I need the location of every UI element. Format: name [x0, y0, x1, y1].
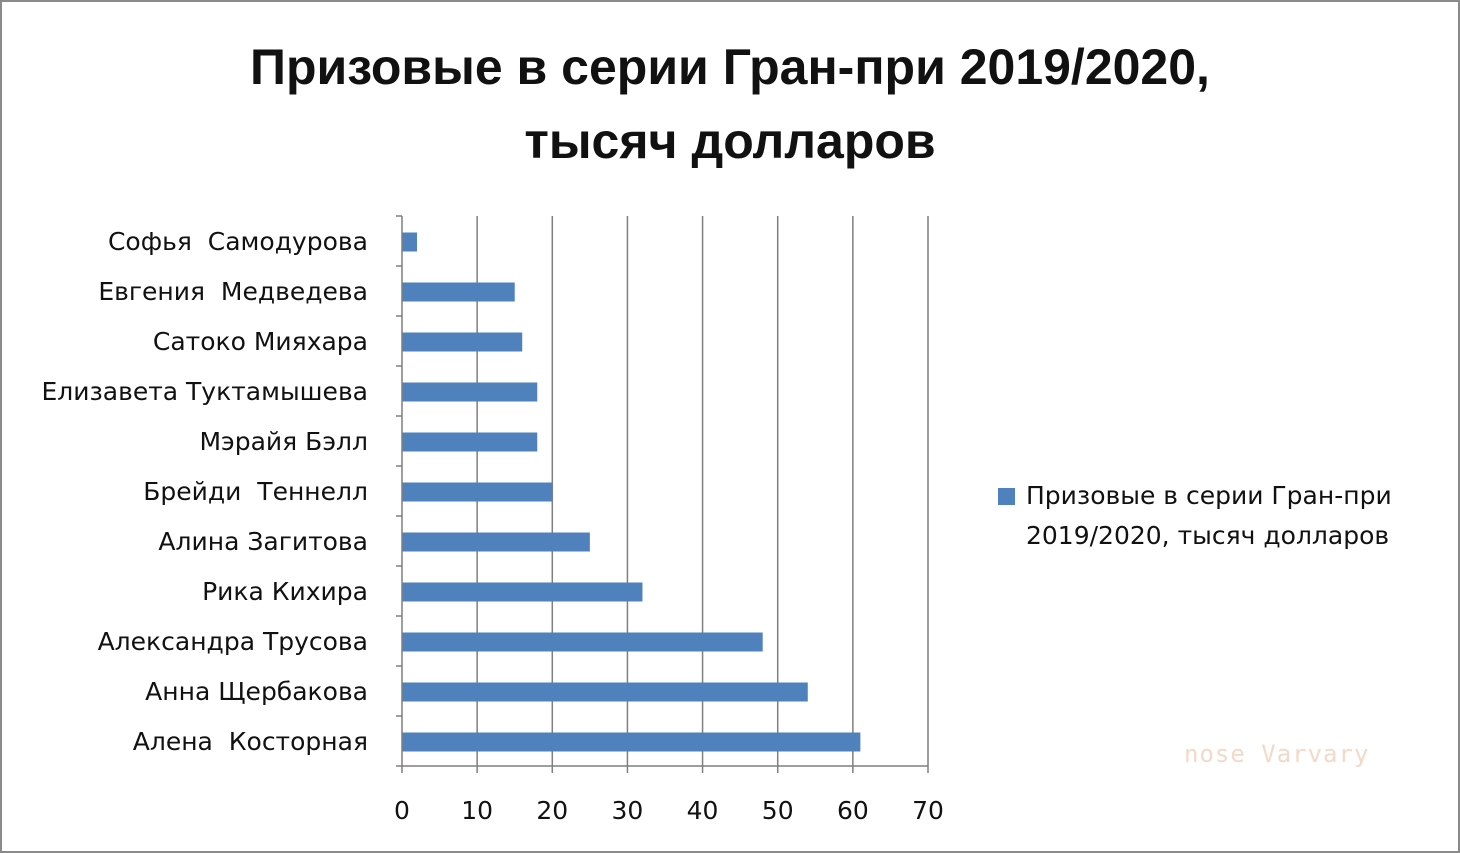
category-label-8: Александра Трусова — [98, 627, 368, 656]
chart-title-line1: Призовые в серии Гран-при 2019/2020, — [250, 39, 1210, 95]
legend-swatch — [998, 488, 1015, 505]
x-tick-label-10: 10 — [461, 796, 493, 825]
category-label-5: Брейди Теннелл — [143, 477, 368, 506]
category-label-6: Алина Загитова — [158, 527, 368, 556]
x-tick-label-70: 70 — [912, 796, 944, 825]
x-tick-label-60: 60 — [837, 796, 869, 825]
bar-1 — [402, 282, 515, 302]
bar-10 — [402, 732, 861, 752]
category-label-2: Сатоко Мияхара — [153, 327, 368, 356]
bar-4 — [402, 432, 538, 452]
x-tick-label-50: 50 — [762, 796, 794, 825]
category-label-10: Алена Косторная — [133, 727, 368, 756]
x-tick-label-40: 40 — [687, 796, 719, 825]
bar-7 — [402, 582, 643, 602]
x-tick-label-0: 0 — [394, 796, 410, 825]
bar-9 — [402, 682, 808, 702]
x-tick-label-30: 30 — [612, 796, 644, 825]
bar-0 — [402, 232, 418, 252]
bar-6 — [402, 532, 590, 552]
bar-8 — [402, 632, 763, 652]
category-label-1: Евгения Медведева — [98, 277, 368, 306]
legend-label-line2: 2019/2020, тысяч долларов — [1026, 521, 1390, 550]
bar-5 — [402, 482, 553, 502]
category-label-7: Рика Кихира — [202, 577, 368, 606]
category-label-3: Елизавета Туктамышева — [41, 377, 368, 406]
legend-label-line1: Призовые в серии Гран-при — [1026, 481, 1392, 510]
category-label-4: Мэрайя Бэлл — [199, 427, 368, 456]
category-label-0: Софья Самодурова — [108, 227, 368, 256]
x-tick-label-20: 20 — [536, 796, 568, 825]
watermark: nose Varvary — [1184, 740, 1370, 768]
category-label-9: Анна Щербакова — [145, 677, 368, 706]
bar-3 — [402, 382, 538, 402]
chart-title-line2: тысяч долларов — [524, 113, 936, 169]
bar-2 — [402, 332, 523, 352]
legend-label: Призовые в серии Гран-при 2019/2020, тыс… — [1026, 476, 1436, 556]
